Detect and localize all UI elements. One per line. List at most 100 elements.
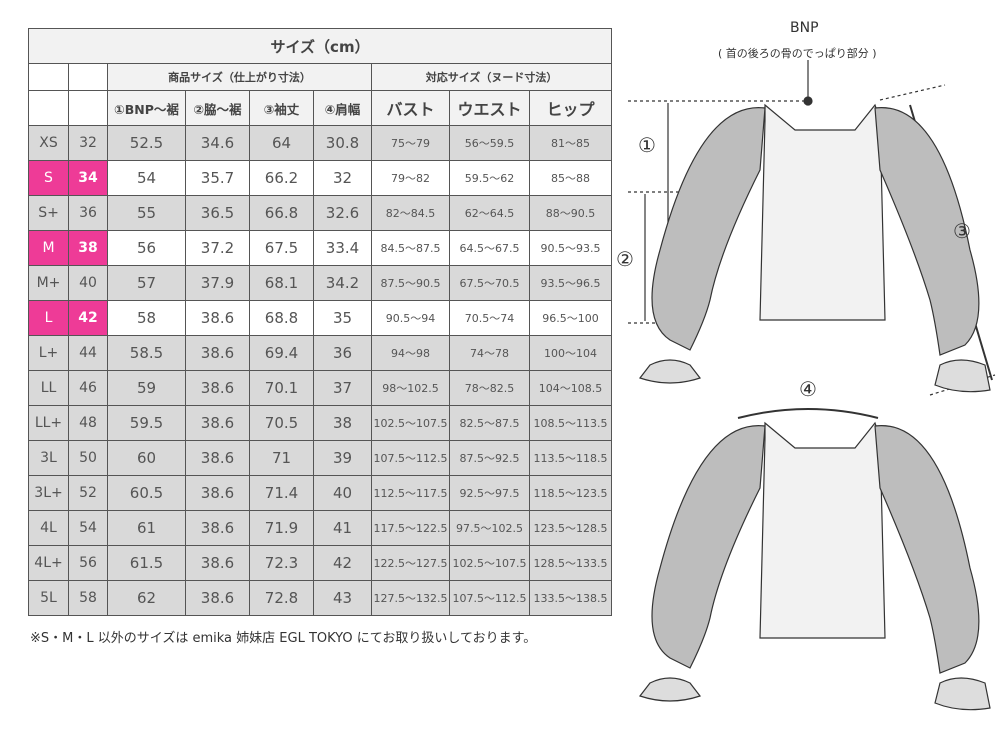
- value-cell: 58.5: [107, 335, 186, 371]
- value-cell: 122.5～127.5: [371, 545, 450, 581]
- value-cell: 112.5～117.5: [371, 475, 450, 511]
- value-cell: 107.5～112.5: [449, 580, 530, 616]
- size-cell: L: [28, 300, 69, 336]
- value-cell: 108.5～113.5: [528, 405, 613, 441]
- value-cell: 57: [107, 265, 186, 301]
- table-row: LL+ 48 59.5 38.6 70.5 38 102.5～107.5 82.5～87.5 1…: [28, 405, 613, 441]
- table-row: 5L 58 62 38.6 72.8 43 127.5～132.5 107.5～112.5 13…: [28, 580, 613, 616]
- footnote: ※S・M・L 以外のサイズは emika 姉妹店 EGL TOKYO にてお取り…: [30, 631, 537, 646]
- table-row: LL 46 59 38.6 70.1 37 98～102.5 78～82.5 104～108.5: [28, 370, 613, 406]
- size-number-cell: 42: [68, 300, 108, 336]
- value-cell: 64.5～67.5: [449, 230, 530, 266]
- size-number-cell: 48: [68, 405, 108, 441]
- size-number-cell: 54: [68, 510, 108, 546]
- left-sleeve: [651, 425, 766, 669]
- value-cell: 34.2: [313, 265, 372, 301]
- value-cell: 71.9: [249, 510, 314, 546]
- table-row: 4L 54 61 38.6 71.9 41 117.5～122.5 97.5～102.5 123…: [28, 510, 613, 546]
- value-cell: 74～78: [449, 335, 530, 371]
- value-cell: 113.5～118.5: [528, 440, 613, 476]
- size-number-cell: 34: [68, 160, 108, 196]
- label-2: ②: [616, 247, 634, 271]
- value-cell: 43: [313, 580, 372, 616]
- value-cell: 35.7: [185, 160, 250, 196]
- value-cell: 100～104: [528, 335, 613, 371]
- product-size-group: 商品サイズ（仕上がり寸法）: [107, 63, 372, 91]
- table-title: サイズ（cm）: [27, 28, 613, 64]
- value-cell: 104～108.5: [528, 370, 613, 406]
- value-cell: 38.6: [185, 300, 250, 336]
- value-cell: 58: [107, 300, 186, 336]
- size-cell: LL: [28, 370, 69, 406]
- value-cell: 70.1: [249, 370, 314, 406]
- bodice: [759, 421, 886, 639]
- value-cell: 30.8: [313, 125, 372, 161]
- size-cell: 5L: [28, 580, 69, 616]
- value-cell: 78～82.5: [449, 370, 530, 406]
- column-header: ③袖丈: [249, 90, 314, 126]
- value-cell: 64: [249, 125, 314, 161]
- value-cell: 38.6: [185, 580, 250, 616]
- value-cell: 60: [107, 440, 186, 476]
- value-cell: 107.5～112.5: [371, 440, 450, 476]
- bodice: [759, 103, 886, 321]
- size-cell: S: [28, 160, 69, 196]
- value-cell: 90.5～94: [371, 300, 450, 336]
- value-cell: 61: [107, 510, 186, 546]
- size-cell: M: [28, 230, 69, 266]
- value-cell: 102.5～107.5: [371, 405, 450, 441]
- size-cell: 3L: [28, 440, 69, 476]
- size-number-cell: 50: [68, 440, 108, 476]
- value-cell: 37.9: [185, 265, 250, 301]
- size-number-cell: 52: [68, 475, 108, 511]
- value-cell: 38.6: [185, 510, 250, 546]
- size-number-cell: 56: [68, 545, 108, 581]
- value-cell: 39: [313, 440, 372, 476]
- value-cell: 102.5～107.5: [449, 545, 530, 581]
- label-4: ④: [799, 377, 817, 401]
- value-cell: 72.8: [249, 580, 314, 616]
- value-cell: 38.6: [185, 405, 250, 441]
- value-cell: 68.1: [249, 265, 314, 301]
- column-header: ウエスト: [449, 90, 530, 126]
- table-row: 4L+ 56 61.5 38.6 72.3 42 122.5～127.5 102.5～107.…: [28, 545, 613, 581]
- value-cell: 62: [107, 580, 186, 616]
- column-header: ②脇～裾: [185, 90, 250, 126]
- value-cell: 38.6: [185, 370, 250, 406]
- bnp-description: ( 首の後ろの骨のでっぱり部分 ): [718, 47, 877, 60]
- column-header: バスト: [371, 90, 450, 126]
- value-cell: 70.5: [249, 405, 314, 441]
- size-number-cell: 32: [68, 125, 108, 161]
- label-3: ③: [953, 219, 971, 243]
- value-cell: 35: [313, 300, 372, 336]
- value-cell: 56～59.5: [449, 125, 530, 161]
- size-cell: S+: [28, 195, 69, 231]
- value-cell: 81～85: [528, 125, 613, 161]
- table-row: 3L+ 52 60.5 38.6 71.4 40 112.5～117.5 92.5～97.5 1…: [28, 475, 613, 511]
- value-cell: 38.6: [185, 335, 250, 371]
- value-cell: 38.6: [185, 475, 250, 511]
- value-cell: 33.4: [313, 230, 372, 266]
- value-cell: 36: [313, 335, 372, 371]
- value-cell: 67.5～70.5: [449, 265, 530, 301]
- size-cell: M+: [28, 265, 69, 301]
- column-header: ヒップ: [528, 90, 613, 126]
- value-cell: 37: [313, 370, 372, 406]
- value-cell: 71.4: [249, 475, 314, 511]
- value-cell: 69.4: [249, 335, 314, 371]
- value-cell: 66.8: [249, 195, 314, 231]
- value-cell: 38.6: [185, 440, 250, 476]
- value-cell: 75～79: [371, 125, 450, 161]
- value-cell: 123.5～128.5: [528, 510, 613, 546]
- value-cell: 40: [313, 475, 372, 511]
- value-cell: 118.5～123.5: [528, 475, 613, 511]
- value-cell: 127.5～132.5: [371, 580, 450, 616]
- left-sleeve: [651, 107, 766, 351]
- value-cell: 85～88: [528, 160, 613, 196]
- table-row: L 42 58 38.6 68.8 35 90.5～94 70.5～74 96.5～100: [28, 300, 613, 336]
- value-cell: 59.5: [107, 405, 186, 441]
- value-cell: 96.5～100: [528, 300, 613, 336]
- size-table: サイズ（cm） 商品サイズ（仕上がり寸法） 対応サイズ（ヌード寸法） ①BNP～…: [27, 28, 613, 616]
- value-cell: 67.5: [249, 230, 314, 266]
